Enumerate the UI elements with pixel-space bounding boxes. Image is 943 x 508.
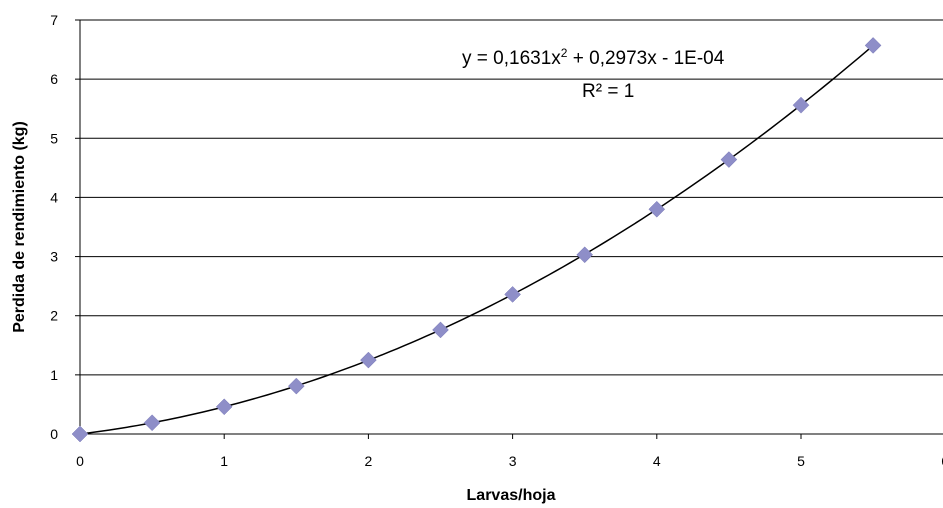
data-point [360, 351, 377, 369]
x-axis-title: Larvas/hoja [467, 487, 556, 504]
data-point [215, 398, 233, 416]
gridlines [80, 19, 943, 376]
y-axis-title: Perdida de rendimiento (kg) [11, 121, 28, 333]
data-point [143, 414, 161, 432]
x-tick-label-0: 0 [76, 453, 84, 469]
axes [79, 20, 943, 435]
y-tick-label-6: 6 [50, 71, 58, 87]
x-tick-label-5: 5 [797, 453, 805, 469]
trendline [79, 44, 874, 435]
y-tick-label-7: 7 [50, 12, 58, 28]
y-tick-label-3: 3 [50, 249, 58, 265]
y-tick-label-0: 0 [50, 426, 58, 442]
r-squared-label: R² = 1 [582, 81, 634, 102]
data-point [504, 286, 521, 303]
y-tick-label-2: 2 [50, 308, 58, 324]
x-tick-label-3: 3 [509, 453, 517, 469]
x-tick-label-4: 4 [653, 453, 661, 469]
data-point [71, 425, 89, 443]
data-point [287, 377, 305, 395]
y-tick-labels: 0 1 2 3 4 5 6 7 [50, 12, 80, 442]
data-point [864, 37, 882, 54]
data-point [792, 96, 810, 114]
y-tick-label-1: 1 [50, 367, 58, 383]
equation-label: y = 0,1631x2 + 0,2973x - 1E-04 [462, 46, 725, 69]
data-points [71, 37, 882, 443]
data-point [432, 321, 449, 339]
x-tick-label-1: 1 [220, 453, 228, 469]
x-tick-labels: 0 1 2 3 4 5 6 [76, 434, 943, 469]
y-tick-label-4: 4 [50, 189, 58, 205]
data-point [720, 151, 738, 168]
y-tick-label-5: 5 [50, 130, 58, 146]
x-tick-label-6: 6 [941, 453, 943, 469]
x-tick-label-2: 2 [365, 453, 373, 469]
data-point [648, 200, 666, 218]
data-point [576, 246, 594, 264]
